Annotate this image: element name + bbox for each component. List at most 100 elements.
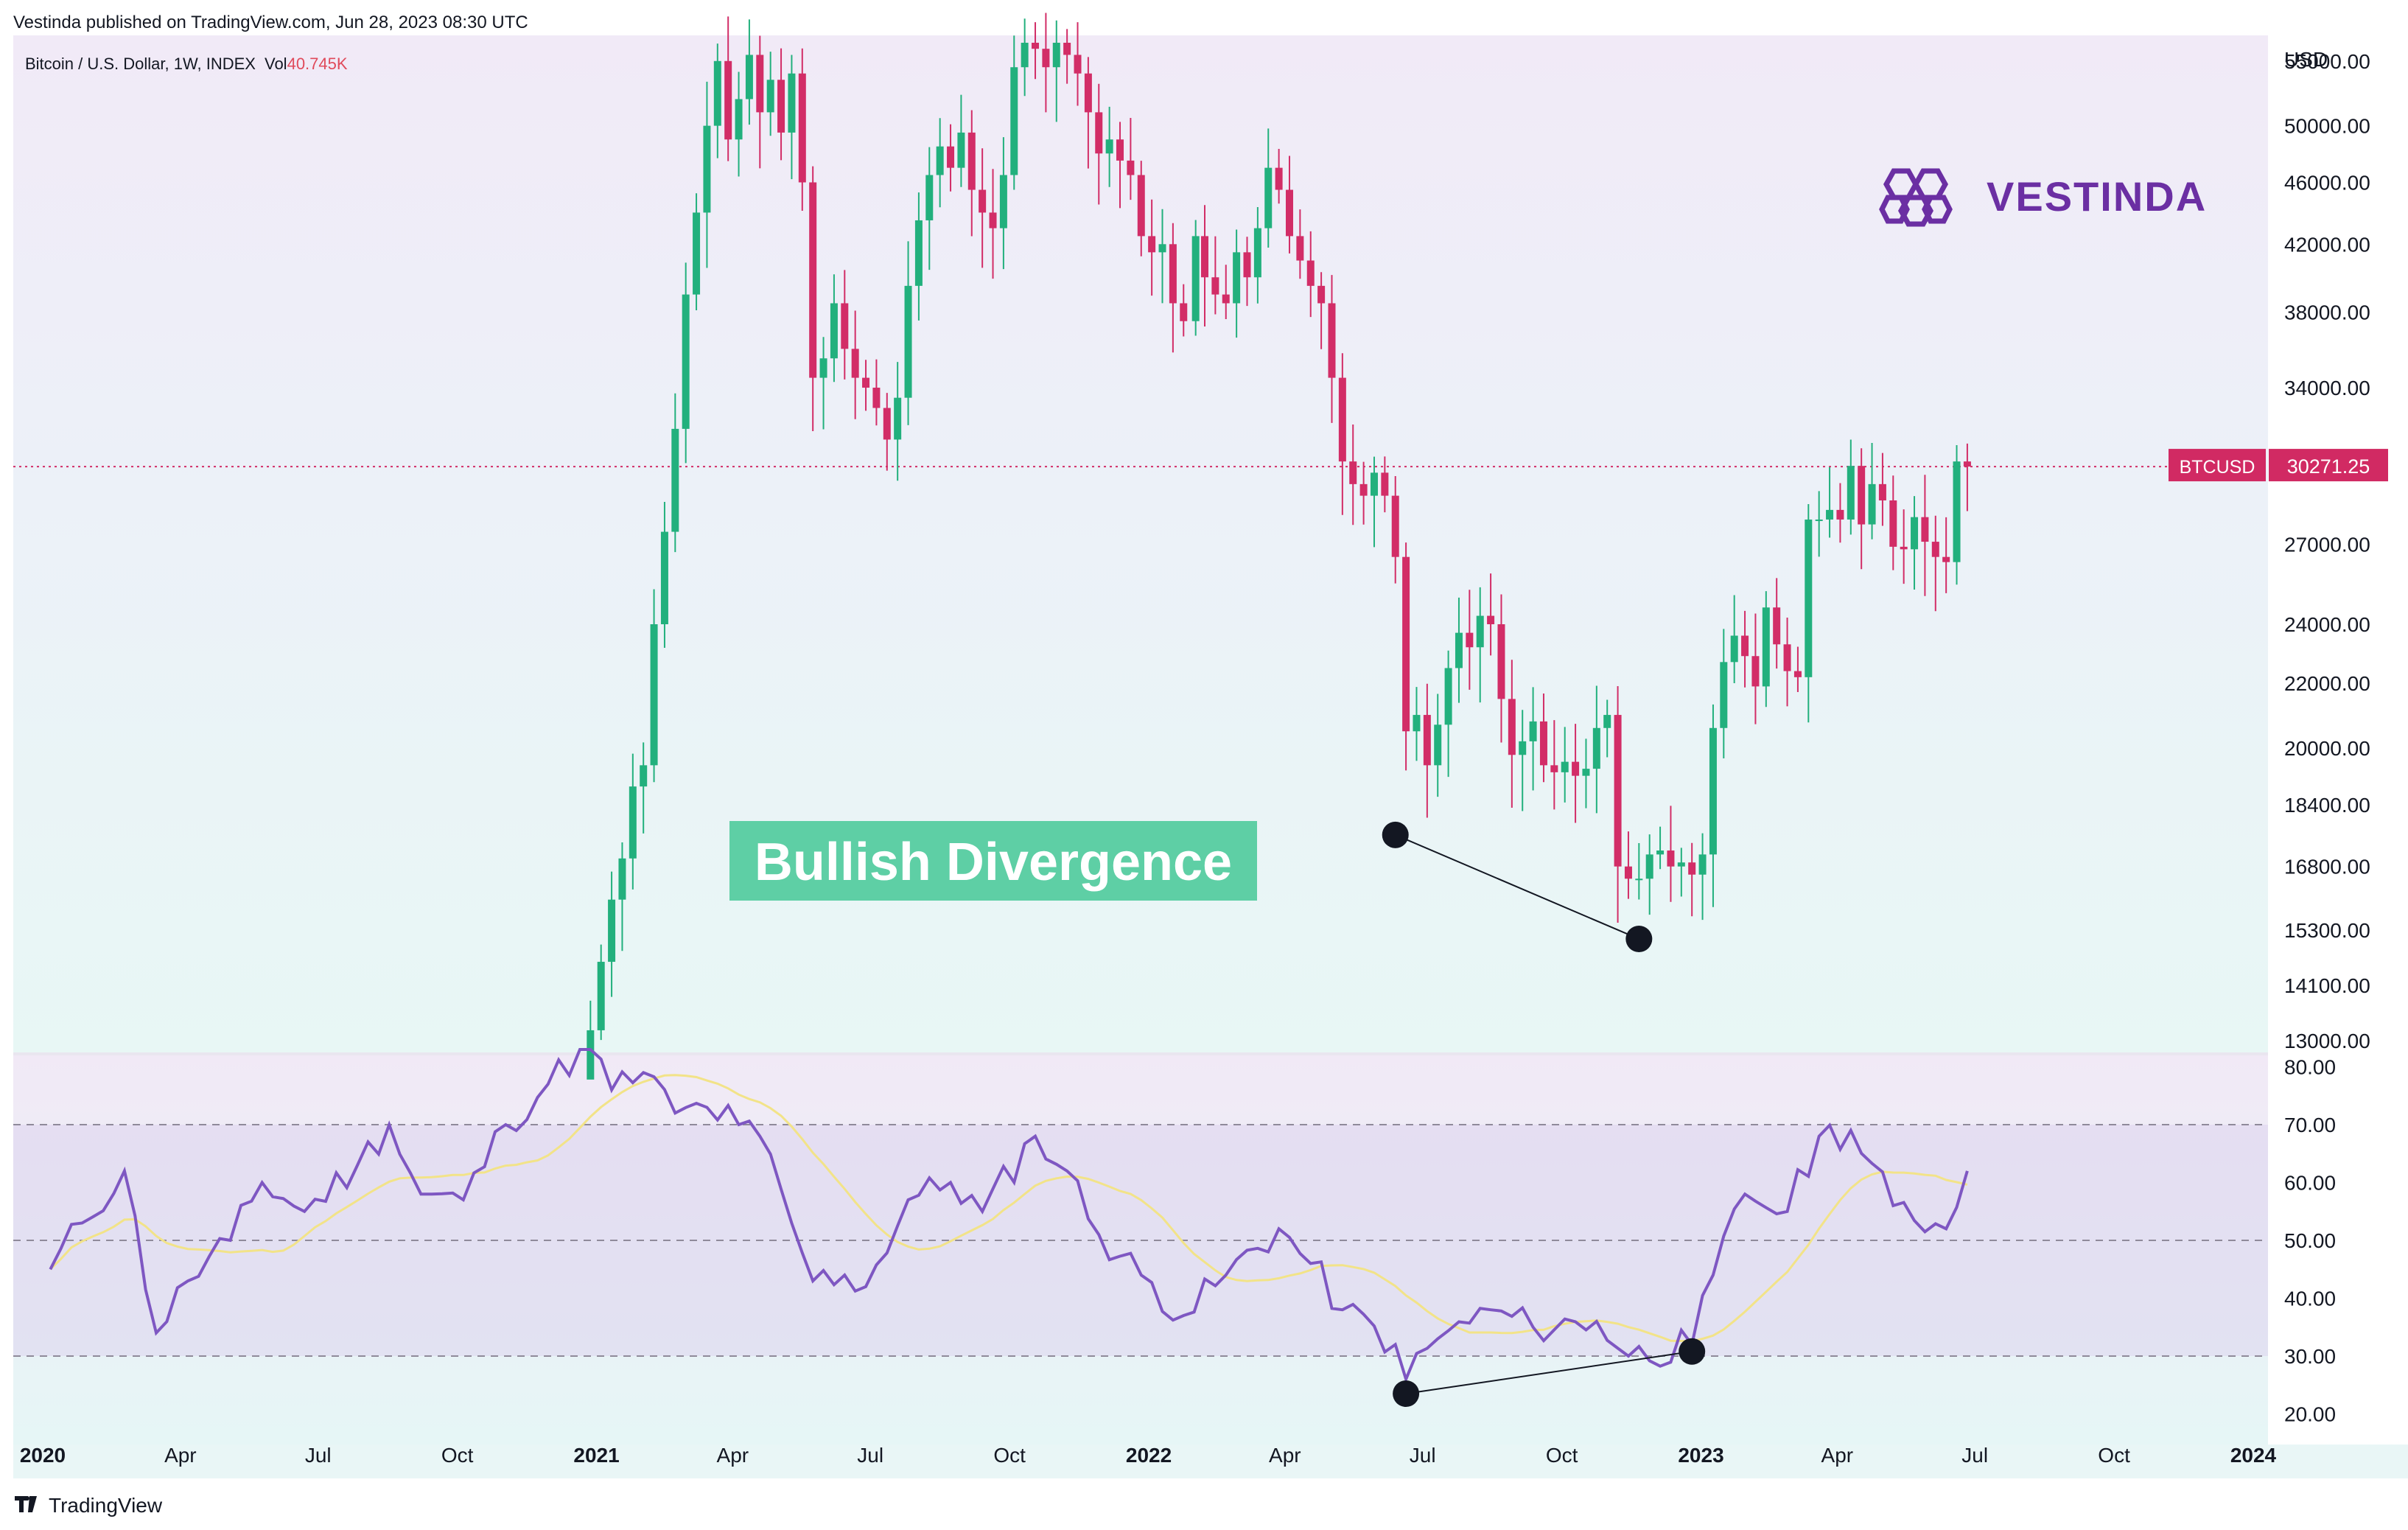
candle-body (1455, 632, 1463, 668)
candle-body (883, 408, 891, 440)
candle-body (1370, 472, 1378, 496)
candle-body (1010, 67, 1018, 175)
candle-body (713, 60, 721, 126)
rsi-tick-label: 40.00 (2284, 1288, 2336, 1310)
candle-body (1137, 175, 1145, 237)
candle-body (1698, 854, 1707, 875)
candle-body (1519, 741, 1527, 755)
rsi-ma-line (49, 1074, 1968, 1343)
vol-value: 40.745K (287, 55, 348, 73)
rsi-tick-label: 50.00 (2284, 1229, 2336, 1252)
candle-body (1793, 671, 1802, 677)
candle-body (1931, 542, 1939, 557)
candle-body (1084, 73, 1092, 113)
candle-body (1635, 878, 1643, 881)
candle-body (957, 132, 965, 168)
rsi-tick-label: 80.00 (2284, 1056, 2336, 1079)
price-tag: BTCUSD 30271.25 (2169, 449, 2388, 482)
rsi-divergence-line (1405, 1350, 1693, 1395)
time-tick-label: Oct (993, 1444, 1026, 1467)
candle-body (1667, 850, 1675, 867)
candle-body (1836, 509, 1844, 520)
candle-body (1487, 615, 1495, 625)
candle-body (1878, 483, 1886, 500)
candle-body (979, 189, 987, 213)
candle-body (735, 99, 743, 140)
candle-body (745, 55, 753, 99)
time-tick-label: Oct (1546, 1444, 1578, 1467)
candle-body (894, 397, 902, 440)
price-tag-symbol-bg (2169, 449, 2266, 482)
price-tick-label: 16800.00 (2284, 856, 2370, 878)
time-tick-label: Oct (2098, 1444, 2130, 1467)
candle-body (650, 624, 658, 766)
candle-body (682, 294, 690, 429)
price-tick-label: 46000.00 (2284, 171, 2370, 194)
candle-body (1868, 483, 1876, 525)
candle-body (1624, 866, 1632, 879)
price-tick-label: 24000.00 (2284, 613, 2370, 636)
axis-strip-bottom (13, 1445, 2408, 1478)
candle-body (1063, 43, 1071, 55)
candle-body (640, 765, 648, 787)
candle-body (1253, 228, 1261, 278)
candle-body (925, 175, 934, 220)
divergence-point (1679, 1338, 1706, 1365)
price-tick-label: 38000.00 (2284, 301, 2370, 324)
candle-body (1741, 635, 1749, 657)
candle-body (1539, 721, 1547, 766)
rsi-tick-label: 70.00 (2284, 1114, 2336, 1136)
candle-body (904, 285, 912, 398)
candle-body (693, 212, 701, 295)
vol-label: Vol (265, 55, 287, 73)
candle-body (1688, 862, 1696, 875)
candle-body (1783, 644, 1791, 671)
candle-body (1592, 727, 1600, 769)
candle-body (1042, 49, 1050, 68)
candle-body (1233, 252, 1241, 304)
candle-body (1614, 715, 1622, 867)
candle-body (1508, 699, 1516, 755)
candle-body (830, 303, 838, 359)
candle-body (1762, 607, 1770, 687)
candle-body (1815, 519, 1823, 521)
candle-body (608, 899, 616, 963)
price-axis-ticks: 55000.00 50000.00 46000.00 42000.00 38000.00… (2284, 50, 2370, 1052)
candle-body (1645, 854, 1653, 879)
candle-body (841, 303, 849, 349)
footer-brand: TradingView (49, 1494, 163, 1517)
candle-body (1476, 615, 1484, 648)
candle-body (1116, 139, 1124, 161)
price-tick-label: 50000.00 (2284, 115, 2370, 138)
price-tick-label: 42000.00 (2284, 233, 2370, 256)
candle-body (1572, 761, 1580, 776)
candle-body (1656, 850, 1665, 855)
candle-body (1243, 252, 1251, 278)
candle-body (851, 349, 859, 378)
candle-body (936, 146, 944, 175)
candle-body (1730, 635, 1738, 663)
candle-body (967, 132, 976, 190)
candle-body (1148, 236, 1156, 253)
price-tick-label: 20000.00 (2284, 737, 2370, 760)
candle-body (1402, 556, 1410, 732)
time-tick-label: 2022 (1126, 1444, 1172, 1467)
candle-body (1191, 236, 1200, 321)
candle-body (1900, 546, 1908, 550)
candle-body (1720, 662, 1728, 728)
time-tick-label: Jul (857, 1444, 883, 1467)
candle-body (724, 60, 732, 140)
candle-body (1847, 466, 1855, 520)
divergence-point (1393, 1380, 1420, 1408)
time-tick-label: 2020 (20, 1444, 66, 1467)
candle-body (777, 80, 785, 133)
candle-body (1317, 285, 1326, 304)
bullish-divergence-label: Bullish Divergence (755, 833, 1232, 892)
price-tick-label: 27000.00 (2284, 533, 2370, 556)
price-tick-label: 18400.00 (2284, 794, 2370, 817)
rsi-tick-label: 60.00 (2284, 1172, 2336, 1195)
rsi-axis-ticks: 80.00 70.00 60.00 50.00 40.00 30.00 20.00 (2284, 1056, 2336, 1426)
candle-body (1677, 862, 1685, 867)
hexagon-logo-icon (1879, 168, 1953, 227)
